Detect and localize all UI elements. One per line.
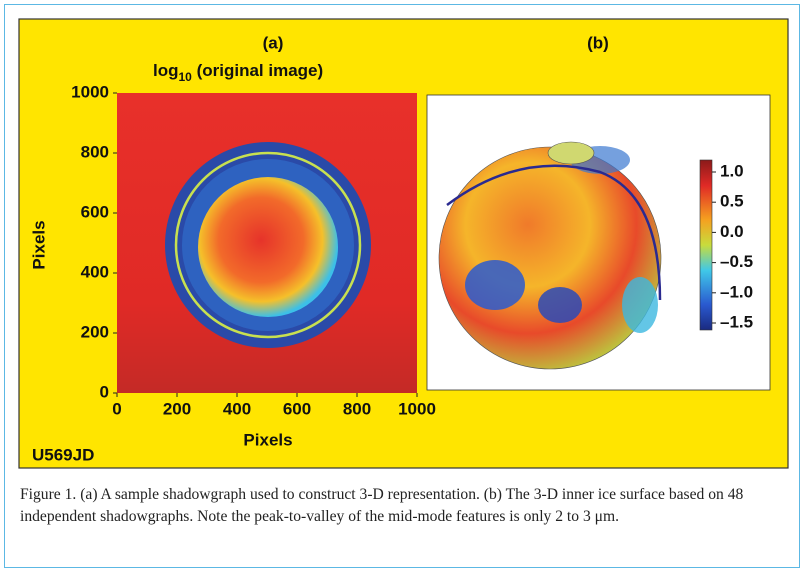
y-tick-label: 200	[81, 322, 109, 341]
title-text: log	[153, 61, 179, 80]
caption: Figure 1. (a) A sample shadowgraph used …	[20, 484, 792, 527]
sphere-cap	[548, 142, 594, 164]
y-axis-label: Pixels	[29, 220, 48, 269]
x-tick-label: 1000	[398, 399, 436, 418]
title-text: (original image)	[192, 61, 323, 80]
x-tick-label: 600	[283, 399, 311, 418]
x-tick-label: 400	[223, 399, 251, 418]
colorbar	[700, 160, 712, 330]
y-tick-label: 0	[100, 382, 109, 401]
figure: (a) log10 (original image) Pixels Pixels…	[0, 0, 806, 480]
colorbar-tick-label: 1.0	[720, 161, 744, 180]
x-tick-label: 800	[343, 399, 371, 418]
x-tick-label: 200	[163, 399, 191, 418]
panel-label: (b)	[587, 33, 609, 52]
y-tick-label: 800	[81, 142, 109, 161]
colorbar-tick-label: 0.0	[720, 222, 744, 241]
y-tick-label: 600	[81, 202, 109, 221]
title-subscript: 10	[179, 70, 193, 84]
sphere	[439, 147, 661, 369]
x-axis-label: Pixels	[243, 430, 292, 449]
colorbar-tick-label: –1.0	[720, 282, 753, 301]
page: (a) log10 (original image) Pixels Pixels…	[0, 0, 806, 574]
center-blob	[198, 177, 338, 317]
sphere-feature	[538, 287, 582, 323]
y-tick-label: 1000	[71, 82, 109, 101]
x-tick-label: 0	[112, 399, 121, 418]
colorbar-tick-label: –0.5	[720, 252, 753, 271]
sphere-feature	[622, 277, 658, 333]
y-tick-label: 400	[81, 262, 109, 281]
figure-code: U569JD	[32, 445, 94, 464]
panel-label: (a)	[263, 33, 284, 52]
sphere-feature	[465, 260, 525, 310]
colorbar-tick-label: 0.5	[720, 192, 744, 211]
colorbar-tick-label: –1.5	[720, 312, 753, 331]
